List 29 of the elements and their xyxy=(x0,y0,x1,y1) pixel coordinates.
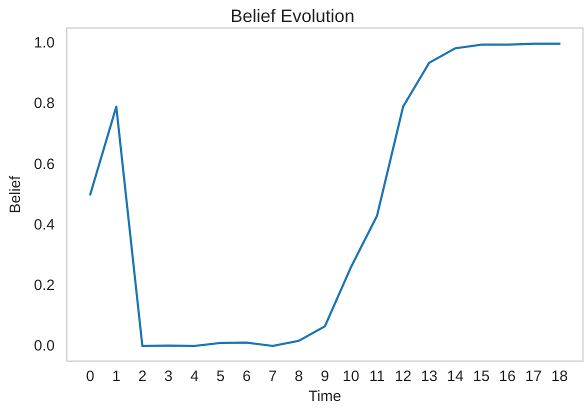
x-tick-label: 14 xyxy=(446,368,464,386)
x-tick-label: 2 xyxy=(138,368,147,386)
y-tick-label: 0.0 xyxy=(34,337,55,354)
x-tick-label: 3 xyxy=(164,368,173,386)
x-tick-label: 6 xyxy=(242,368,251,386)
y-tick-label: 0.2 xyxy=(34,276,55,294)
y-tick-label: 0.8 xyxy=(34,95,55,112)
x-tick-label: 1 xyxy=(112,368,120,386)
x-tick-label: 11 xyxy=(369,368,385,386)
y-tick-label: 0.6 xyxy=(34,156,55,173)
x-tick-label: 16 xyxy=(499,368,516,386)
chart-title: Belief Evolution xyxy=(230,6,355,26)
x-tick-label: 12 xyxy=(394,368,412,386)
x-tick-label: 5 xyxy=(216,368,225,386)
x-tick-label: 9 xyxy=(320,368,330,386)
y-axis-title: Belief xyxy=(7,174,24,214)
x-tick-label: 4 xyxy=(190,368,199,386)
x-tick-label: 0 xyxy=(86,368,94,386)
x-tick-label: 17 xyxy=(525,368,542,386)
y-tick-label: 1.0 xyxy=(34,34,55,52)
y-tick-label: 0.4 xyxy=(34,216,55,234)
x-tick-label: 18 xyxy=(551,368,568,386)
x-tick-label: 15 xyxy=(472,368,490,386)
x-tick-label: 7 xyxy=(268,368,277,386)
line-series xyxy=(89,42,561,348)
x-tick-label: 13 xyxy=(420,368,438,386)
x-axis-title: Time xyxy=(308,388,342,405)
x-tick-label: 10 xyxy=(342,368,360,386)
x-tick-label: 8 xyxy=(294,368,303,386)
